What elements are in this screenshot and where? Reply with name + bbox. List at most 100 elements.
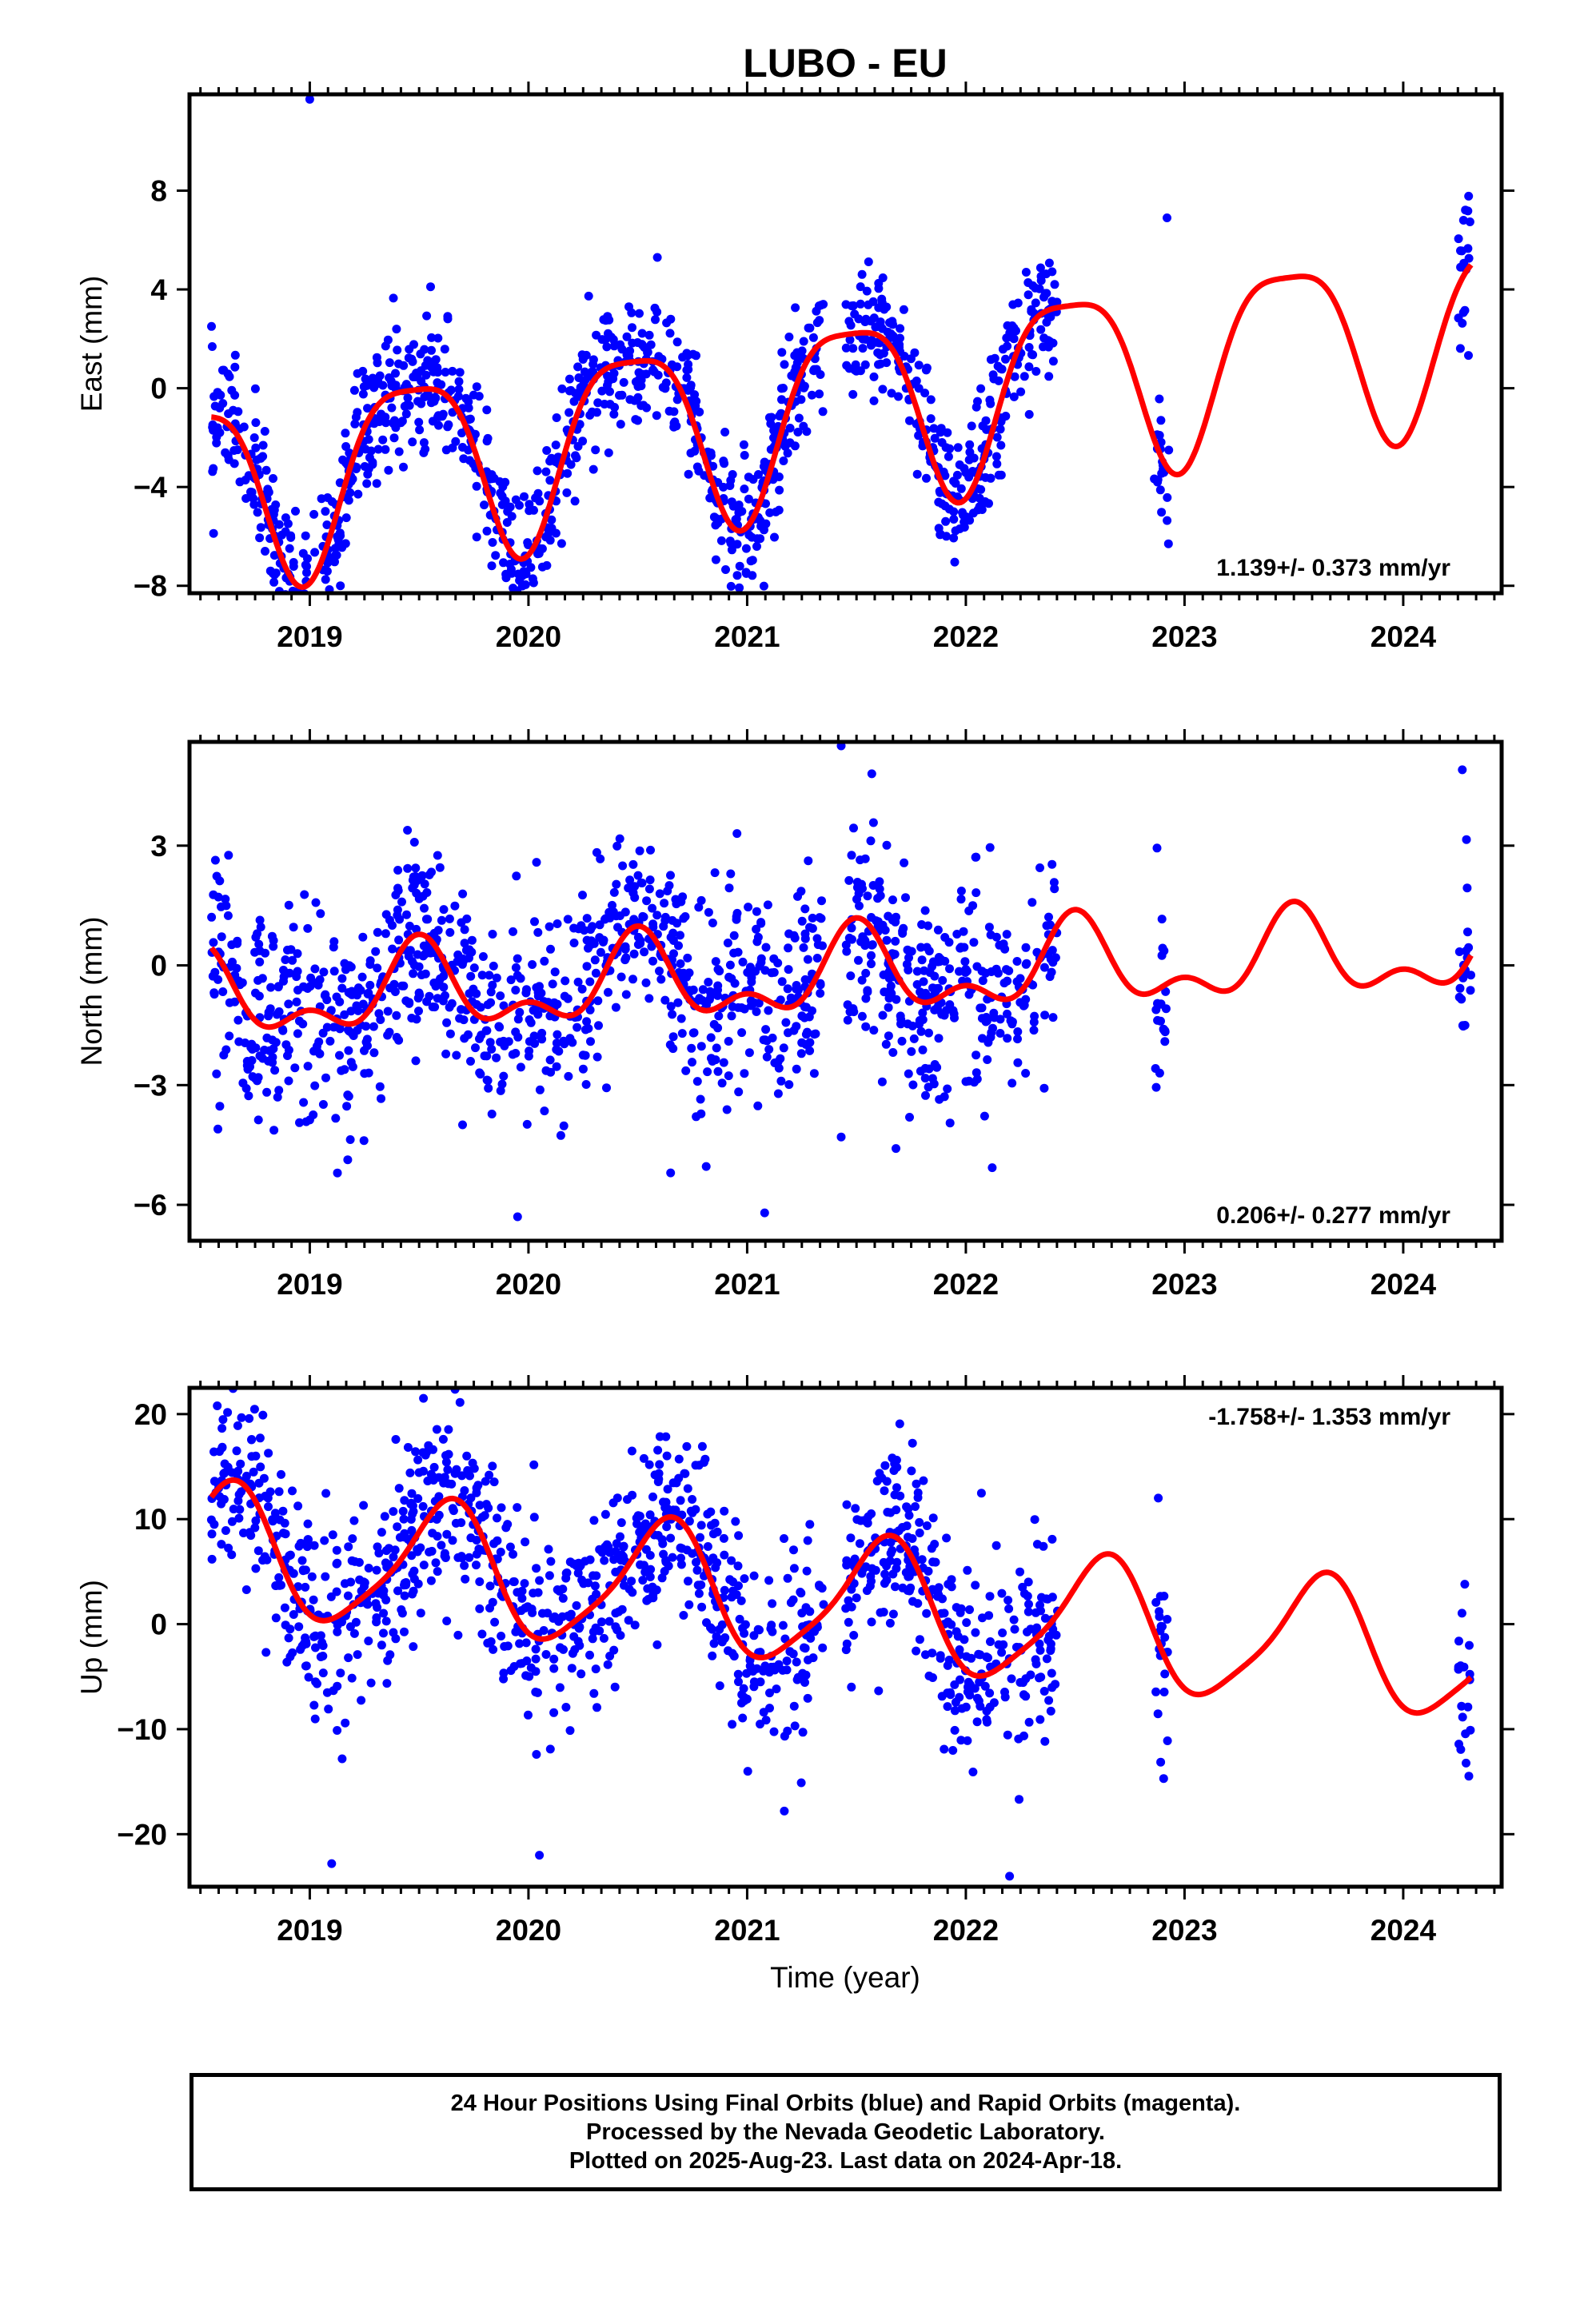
- up-data-point: [735, 1614, 744, 1624]
- north-data-point: [904, 1069, 913, 1078]
- up-data-point: [1035, 1645, 1045, 1655]
- up-data-point: [585, 1650, 594, 1660]
- north-data-point: [584, 1024, 593, 1033]
- east-data-point: [482, 405, 492, 415]
- north-data-point: [930, 971, 940, 981]
- north-data-point: [417, 871, 427, 880]
- north-data-point: [644, 884, 654, 894]
- north-data-point: [213, 975, 223, 984]
- up-outlier-point: [1154, 1493, 1163, 1503]
- up-data-point: [381, 1616, 391, 1626]
- up-data-point: [956, 1675, 964, 1684]
- north-data-point: [313, 980, 323, 990]
- up-data-point: [359, 1501, 369, 1510]
- up-data-point: [413, 1579, 423, 1589]
- north-data-point: [884, 1031, 893, 1041]
- north-data-point: [553, 919, 562, 928]
- east-data-point: [953, 443, 963, 452]
- east-data-point: [869, 372, 879, 381]
- east-data-point: [364, 435, 373, 444]
- north-data-point: [968, 901, 978, 911]
- up-data-point: [921, 1650, 930, 1660]
- north-data-point: [605, 913, 615, 923]
- up-data-point: [944, 1580, 953, 1589]
- north-data-point: [816, 979, 825, 988]
- east-data-point: [349, 385, 359, 395]
- up-data-point: [888, 1609, 898, 1619]
- north-data-point: [713, 1066, 723, 1076]
- north-data-point: [582, 914, 592, 923]
- north-data-point: [460, 925, 469, 935]
- north-data-point: [290, 1063, 300, 1073]
- north-data-point: [279, 976, 288, 986]
- north-data-point: [385, 1027, 394, 1037]
- east-data-point: [1044, 258, 1054, 268]
- up-data-point: [696, 1581, 706, 1589]
- north-data-point: [483, 1076, 493, 1086]
- up-data-point: [258, 1556, 267, 1565]
- north-data-point: [692, 1112, 701, 1122]
- north-data-point: [269, 942, 278, 951]
- east-ytick-label: 8: [150, 174, 167, 207]
- up-data-point: [1460, 1580, 1470, 1589]
- up-data-point: [348, 1534, 357, 1544]
- up-data-point: [1458, 1712, 1467, 1722]
- north-data-point: [727, 1011, 736, 1021]
- east-data-point: [413, 397, 422, 406]
- up-data-point: [1009, 1615, 1019, 1624]
- east-data-point: [589, 355, 598, 365]
- up-data-point: [234, 1513, 244, 1523]
- up-data-point: [254, 1478, 264, 1488]
- north-data-point: [933, 925, 943, 935]
- north-data-point: [867, 951, 876, 960]
- north-outlier-point: [666, 1168, 676, 1178]
- north-data-point: [481, 1026, 491, 1035]
- up-data-point: [264, 1502, 273, 1512]
- east-data-point: [391, 423, 401, 433]
- north-data-point: [916, 1026, 926, 1036]
- east-data-point: [578, 436, 588, 446]
- north-data-point: [777, 977, 787, 987]
- up-data-point: [278, 1506, 288, 1516]
- north-data-point: [487, 1044, 497, 1054]
- east-data-point: [815, 389, 824, 399]
- east-data-point: [1036, 276, 1046, 285]
- east-data-point: [617, 390, 627, 400]
- north-data-point: [412, 924, 421, 934]
- east-data-point: [1047, 297, 1057, 306]
- east-data-point: [716, 536, 726, 545]
- east-data-point: [720, 428, 730, 436]
- up-data-point: [892, 1557, 902, 1567]
- east-data-point: [604, 315, 614, 325]
- east-data-point: [775, 485, 784, 495]
- up-data-point: [874, 1686, 884, 1696]
- east-data-point: [517, 596, 526, 604]
- up-data-point: [564, 1611, 573, 1620]
- north-data-point: [732, 829, 742, 839]
- up-data-point: [955, 1692, 964, 1702]
- north-data-point: [692, 1077, 702, 1086]
- north-data-point: [888, 1048, 898, 1057]
- up-data-point: [617, 1604, 627, 1614]
- east-xtick-label: 2021: [714, 620, 780, 653]
- up-data-point: [217, 1540, 226, 1549]
- north-data-point: [676, 959, 685, 968]
- up-data-point: [720, 1585, 729, 1595]
- up-data-point: [399, 1533, 409, 1542]
- east-data-point: [1028, 350, 1038, 360]
- north-data-point: [882, 935, 892, 945]
- north-data-point: [781, 1018, 791, 1027]
- east-data-point: [589, 367, 597, 377]
- north-data-point: [609, 887, 619, 897]
- up-data-point: [956, 1608, 965, 1617]
- north-data-point: [309, 1110, 318, 1119]
- east-data-point: [529, 505, 538, 515]
- up-data-point: [657, 1535, 667, 1545]
- east-data-point: [841, 343, 851, 353]
- north-data-point: [465, 953, 473, 963]
- north-data-point: [813, 940, 823, 950]
- north-data-point: [842, 947, 852, 956]
- east-data-point: [427, 333, 437, 342]
- up-data-point: [528, 1608, 537, 1617]
